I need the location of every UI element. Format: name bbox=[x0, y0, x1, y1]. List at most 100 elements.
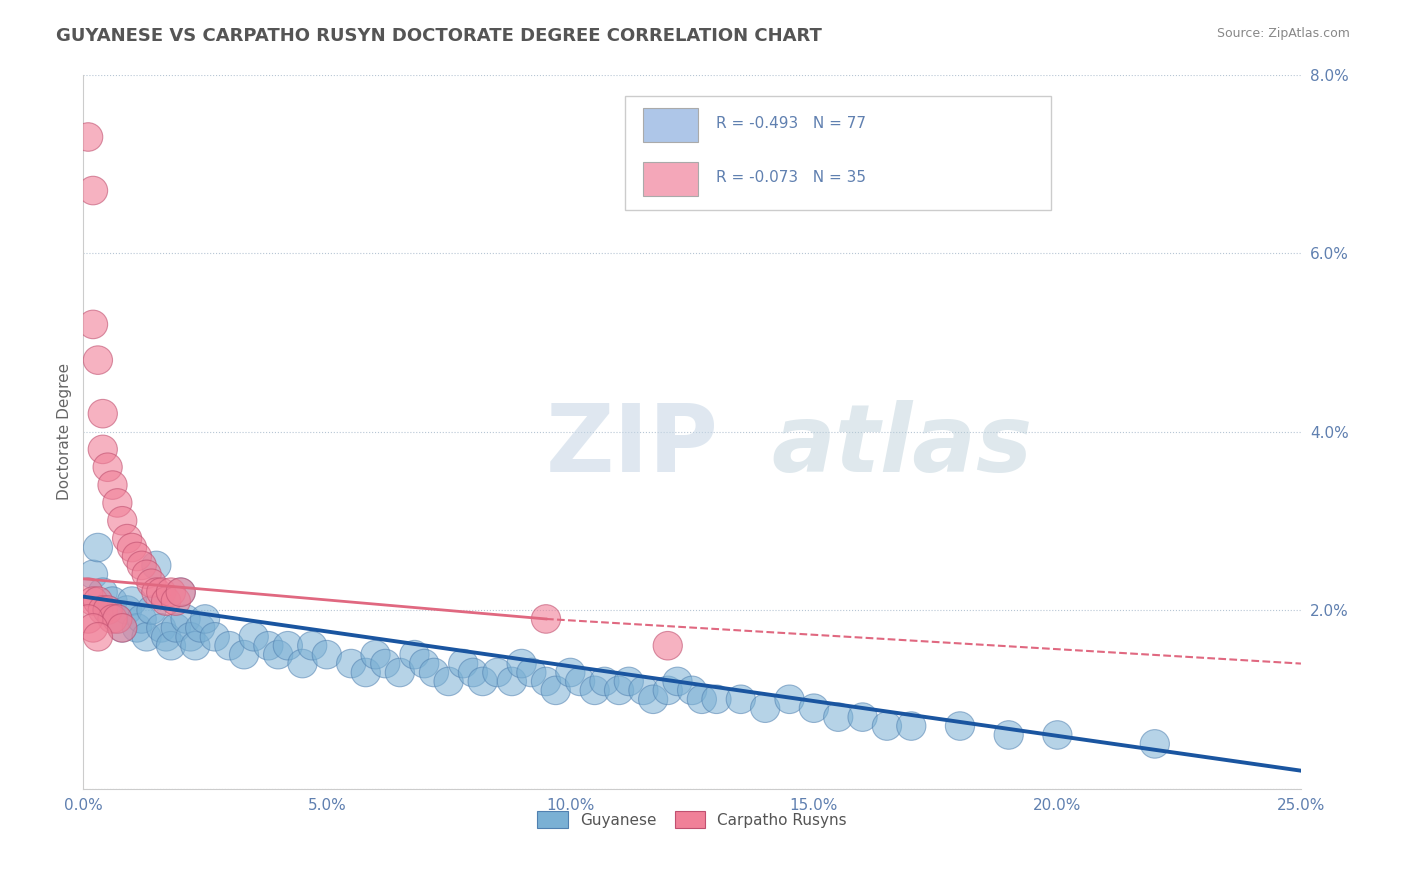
Ellipse shape bbox=[132, 560, 162, 589]
Ellipse shape bbox=[117, 533, 146, 562]
Ellipse shape bbox=[482, 658, 512, 687]
Ellipse shape bbox=[190, 605, 219, 633]
Ellipse shape bbox=[142, 551, 172, 580]
Ellipse shape bbox=[605, 676, 634, 705]
Ellipse shape bbox=[555, 658, 585, 687]
Ellipse shape bbox=[172, 605, 200, 633]
Ellipse shape bbox=[541, 676, 571, 705]
Ellipse shape bbox=[136, 569, 166, 598]
Ellipse shape bbox=[725, 685, 755, 714]
Text: ZIP: ZIP bbox=[546, 400, 718, 491]
Ellipse shape bbox=[336, 649, 366, 678]
Ellipse shape bbox=[581, 676, 609, 705]
Ellipse shape bbox=[89, 400, 117, 428]
Text: GUYANESE VS CARPATHO RUSYN DOCTORATE DEGREE CORRELATION CHART: GUYANESE VS CARPATHO RUSYN DOCTORATE DEG… bbox=[56, 27, 823, 45]
Ellipse shape bbox=[468, 667, 498, 696]
Ellipse shape bbox=[108, 614, 136, 642]
Ellipse shape bbox=[371, 649, 399, 678]
Ellipse shape bbox=[688, 685, 717, 714]
Ellipse shape bbox=[112, 524, 142, 553]
Ellipse shape bbox=[565, 667, 595, 696]
Ellipse shape bbox=[79, 587, 108, 615]
Ellipse shape bbox=[93, 596, 122, 624]
Ellipse shape bbox=[93, 453, 122, 482]
Ellipse shape bbox=[498, 667, 526, 696]
Ellipse shape bbox=[751, 694, 780, 723]
Ellipse shape bbox=[508, 649, 536, 678]
Ellipse shape bbox=[775, 685, 804, 714]
Ellipse shape bbox=[1140, 730, 1170, 758]
Ellipse shape bbox=[848, 703, 877, 731]
Ellipse shape bbox=[253, 632, 283, 660]
Text: R = -0.073   N = 35: R = -0.073 N = 35 bbox=[717, 169, 866, 185]
Ellipse shape bbox=[142, 578, 172, 607]
Ellipse shape bbox=[103, 605, 132, 633]
Ellipse shape bbox=[166, 578, 195, 607]
Ellipse shape bbox=[122, 614, 152, 642]
Ellipse shape bbox=[449, 649, 478, 678]
Ellipse shape bbox=[112, 596, 142, 624]
Ellipse shape bbox=[98, 605, 127, 633]
Ellipse shape bbox=[83, 587, 112, 615]
Ellipse shape bbox=[156, 578, 186, 607]
Y-axis label: Doctorate Degree: Doctorate Degree bbox=[58, 363, 72, 500]
Ellipse shape bbox=[79, 560, 108, 589]
Ellipse shape bbox=[614, 667, 644, 696]
Ellipse shape bbox=[146, 578, 176, 607]
Ellipse shape bbox=[994, 721, 1024, 749]
FancyBboxPatch shape bbox=[644, 108, 699, 143]
Text: atlas: atlas bbox=[772, 400, 1032, 491]
Ellipse shape bbox=[73, 123, 103, 152]
Ellipse shape bbox=[98, 587, 127, 615]
Ellipse shape bbox=[654, 676, 682, 705]
Ellipse shape bbox=[162, 587, 190, 615]
Ellipse shape bbox=[186, 614, 215, 642]
Ellipse shape bbox=[146, 614, 176, 642]
Ellipse shape bbox=[531, 667, 561, 696]
Ellipse shape bbox=[103, 489, 132, 517]
Ellipse shape bbox=[239, 623, 269, 651]
Ellipse shape bbox=[108, 507, 136, 535]
Ellipse shape bbox=[132, 623, 162, 651]
Ellipse shape bbox=[628, 676, 658, 705]
Ellipse shape bbox=[872, 712, 901, 740]
Ellipse shape bbox=[458, 658, 488, 687]
Text: Source: ZipAtlas.com: Source: ZipAtlas.com bbox=[1216, 27, 1350, 40]
Ellipse shape bbox=[176, 623, 205, 651]
Ellipse shape bbox=[83, 346, 112, 375]
Ellipse shape bbox=[662, 667, 692, 696]
Ellipse shape bbox=[136, 596, 166, 624]
Ellipse shape bbox=[678, 676, 707, 705]
Ellipse shape bbox=[117, 587, 146, 615]
Ellipse shape bbox=[517, 658, 546, 687]
Ellipse shape bbox=[273, 632, 302, 660]
Ellipse shape bbox=[215, 632, 245, 660]
Ellipse shape bbox=[89, 435, 117, 464]
Ellipse shape bbox=[79, 614, 108, 642]
Ellipse shape bbox=[152, 623, 181, 651]
Ellipse shape bbox=[298, 632, 326, 660]
Legend: Guyanese, Carpatho Rusyns: Guyanese, Carpatho Rusyns bbox=[531, 805, 853, 834]
Ellipse shape bbox=[419, 658, 449, 687]
Ellipse shape bbox=[288, 649, 318, 678]
Ellipse shape bbox=[83, 533, 112, 562]
Ellipse shape bbox=[945, 712, 974, 740]
Ellipse shape bbox=[83, 623, 112, 651]
Ellipse shape bbox=[702, 685, 731, 714]
Ellipse shape bbox=[824, 703, 853, 731]
Ellipse shape bbox=[385, 658, 415, 687]
Ellipse shape bbox=[166, 578, 195, 607]
Ellipse shape bbox=[89, 578, 117, 607]
Ellipse shape bbox=[181, 632, 209, 660]
Ellipse shape bbox=[79, 310, 108, 339]
Ellipse shape bbox=[591, 667, 619, 696]
FancyBboxPatch shape bbox=[644, 161, 699, 196]
FancyBboxPatch shape bbox=[626, 96, 1052, 211]
Ellipse shape bbox=[434, 667, 463, 696]
Ellipse shape bbox=[108, 614, 136, 642]
Ellipse shape bbox=[73, 578, 103, 607]
Ellipse shape bbox=[103, 605, 132, 633]
Ellipse shape bbox=[127, 605, 156, 633]
Ellipse shape bbox=[79, 177, 108, 205]
Ellipse shape bbox=[156, 632, 186, 660]
